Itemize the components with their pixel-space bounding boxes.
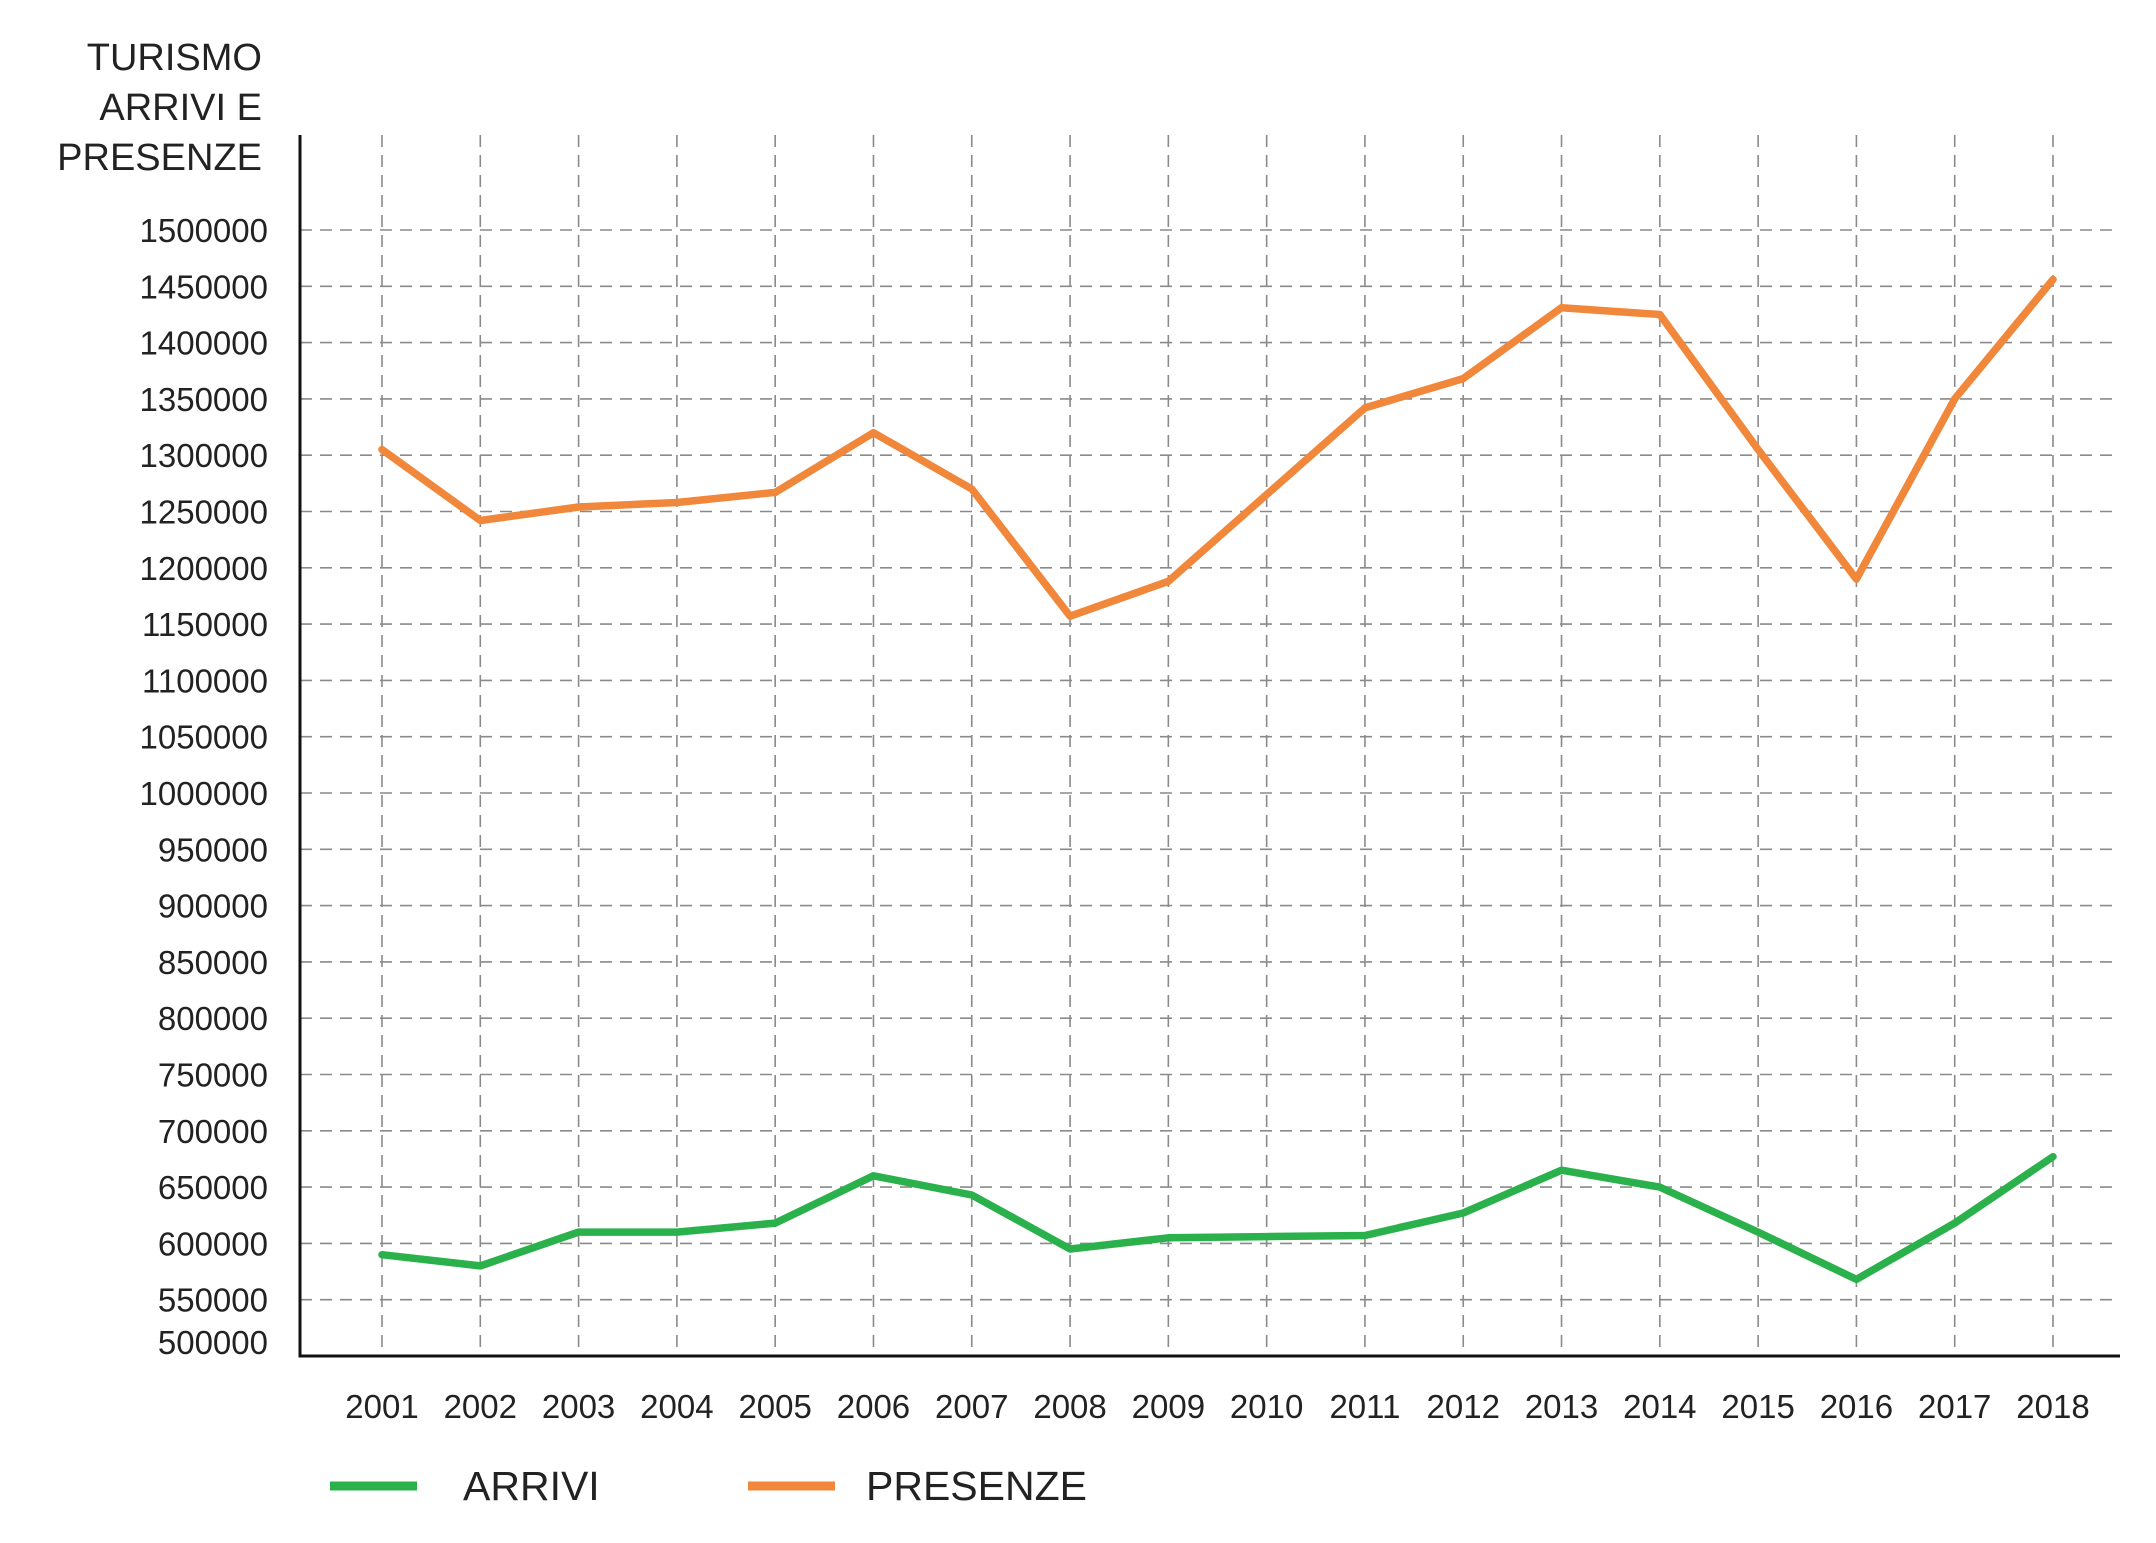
x-tick-label: 2017 xyxy=(1918,1388,1991,1425)
x-tick-label: 2014 xyxy=(1623,1388,1696,1425)
x-tick-labels: 2001 2002 2003 2004 2005 2006 2007 2008 2009 2010… xyxy=(345,1388,2089,1425)
series-line-arrivi xyxy=(378,1152,2057,1284)
y-tick-label: 1350000 xyxy=(140,381,268,418)
y-tick-label: 1100000 xyxy=(142,662,268,699)
y-axis-title: TURISMO ARRIVI E PRESENZE xyxy=(57,37,262,179)
y-tick-label: 1400000 xyxy=(140,325,268,362)
y-axis-title-line: ARRIVI E xyxy=(99,87,262,129)
y-tick-label: 1300000 xyxy=(140,437,268,474)
x-tick-label: 2015 xyxy=(1721,1388,1794,1425)
legend-label-presenze: PRESENZE xyxy=(866,1463,1087,1509)
axes xyxy=(298,135,2120,1358)
x-tick-label: 2016 xyxy=(1820,1388,1893,1425)
y-tick-label: 1050000 xyxy=(140,719,268,756)
y-tick-label: 1000000 xyxy=(140,775,268,812)
y-tick-label: 650000 xyxy=(158,1169,268,1206)
x-tick-label: 2010 xyxy=(1230,1388,1303,1425)
y-tick-label: 800000 xyxy=(158,1000,268,1037)
y-tick-label: 950000 xyxy=(158,831,268,868)
y-tick-label: 850000 xyxy=(158,944,268,981)
x-tick-label: 2013 xyxy=(1525,1388,1598,1425)
y-axis-title-line: PRESENZE xyxy=(57,137,262,179)
x-tick-label: 2001 xyxy=(345,1388,418,1425)
x-tick-label: 2012 xyxy=(1427,1388,1500,1425)
y-tick-label: 1500000 xyxy=(140,212,268,249)
x-tick-label: 2005 xyxy=(738,1388,811,1425)
grid xyxy=(300,135,2120,1356)
y-tick-label: 700000 xyxy=(158,1113,268,1150)
y-tick-label: 1450000 xyxy=(140,268,268,305)
y-tick-label: 550000 xyxy=(158,1282,268,1319)
y-tick-label: 500000 xyxy=(158,1324,268,1361)
y-tick-label: 600000 xyxy=(158,1225,268,1262)
x-tick-label: 2008 xyxy=(1033,1388,1106,1425)
y-axis-title-line: TURISMO xyxy=(87,37,262,79)
x-tick-label: 2007 xyxy=(935,1388,1008,1425)
y-tick-label: 1200000 xyxy=(140,550,268,587)
x-tick-label: 2009 xyxy=(1132,1388,1205,1425)
y-tick-label: 900000 xyxy=(158,888,268,925)
x-tick-label: 2004 xyxy=(640,1388,713,1425)
y-tick-labels: 500000 550000 600000 650000 700000 750000 8000… xyxy=(140,212,268,1361)
x-tick-label: 2018 xyxy=(2016,1388,2089,1425)
y-tick-label: 1150000 xyxy=(142,606,268,643)
x-tick-label: 2011 xyxy=(1329,1388,1400,1425)
x-tick-label: 2002 xyxy=(444,1388,517,1425)
legend-label-arrivi: ARRIVI xyxy=(463,1463,600,1509)
y-tick-label: 750000 xyxy=(158,1057,268,1094)
y-tick-label: 1250000 xyxy=(140,494,268,531)
x-tick-label: 2006 xyxy=(837,1388,910,1425)
legend: ARRIVI PRESENZE xyxy=(330,1463,1087,1509)
series xyxy=(378,275,2057,1284)
x-tick-label: 2003 xyxy=(542,1388,615,1425)
series-line-presenze xyxy=(378,275,2057,620)
